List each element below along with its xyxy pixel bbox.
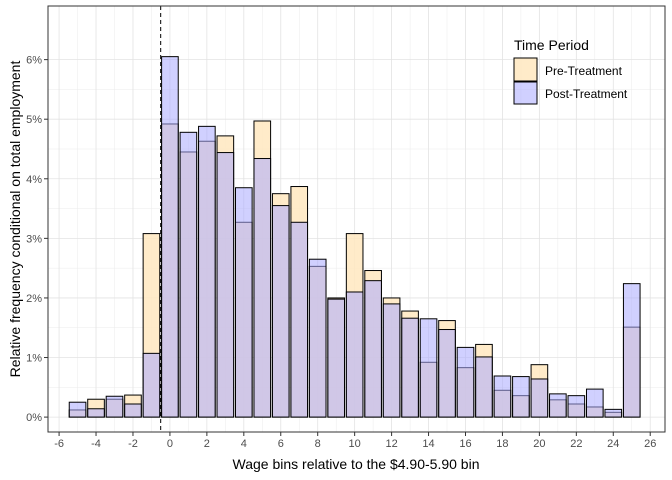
x-tick-label: -6	[54, 438, 64, 450]
x-tick-label: 8	[315, 438, 321, 450]
x-tick-label: 12	[385, 438, 397, 450]
bar-post-treatment	[604, 408, 623, 418]
legend-swatch-pre-treatment	[513, 57, 538, 82]
bar-post-treatment	[456, 346, 475, 418]
bar-post-treatment	[549, 393, 567, 418]
x-tick-label: 18	[496, 438, 508, 450]
bar-post-treatment	[235, 187, 253, 418]
legend-label-post-treatment: Post-Treatment	[545, 87, 628, 101]
x-tick-label: 0	[167, 438, 173, 450]
bar-post-treatment	[87, 408, 105, 418]
bar-post-treatment	[419, 318, 438, 418]
x-tick-label: 10	[349, 438, 361, 450]
x-axis-title: Wage bins relative to the $4.90-5.90 bin	[233, 456, 480, 472]
x-tick-label: -4	[91, 438, 101, 450]
bar-post-treatment	[475, 356, 493, 418]
x-tick-label: 24	[607, 438, 619, 450]
bar-post-treatment	[290, 221, 309, 418]
x-tick-label: 2	[204, 438, 210, 450]
x-tick-label: 14	[422, 438, 434, 450]
bar-post-treatment	[105, 395, 124, 418]
y-tick-label: 3%	[26, 233, 42, 245]
bar-post-treatment	[493, 375, 512, 418]
y-tick-label: 6%	[26, 55, 42, 67]
bar-post-treatment	[401, 317, 419, 418]
bar-post-treatment	[512, 376, 530, 418]
bar-post-treatment	[161, 56, 179, 418]
post-treatment-bars	[68, 56, 641, 418]
bar-post-treatment	[530, 378, 549, 418]
panel-border	[47, 5, 666, 433]
bar-post-treatment	[567, 395, 586, 418]
y-tick-label: 0%	[26, 412, 42, 424]
bar-post-treatment	[622, 283, 641, 418]
legend-title: Time Period	[514, 37, 589, 53]
y-axis-title: Relative frequency conditional on total …	[7, 61, 23, 378]
x-axis-ticks: -6 -4 -2 0 2 4 6 8 10 12 14 16 18 20 22 24 26	[54, 432, 656, 450]
x-tick-label: 22	[570, 438, 582, 450]
bar-post-treatment	[198, 125, 216, 418]
x-tick-label: -2	[128, 438, 138, 450]
legend-label-pre-treatment: Pre-Treatment	[545, 64, 623, 78]
bar-post-treatment	[142, 352, 161, 418]
y-tick-label: 2%	[26, 293, 42, 305]
y-tick-label: 4%	[26, 174, 42, 186]
bar-post-treatment	[308, 258, 327, 418]
bar-post-treatment	[345, 291, 364, 418]
x-tick-label: 16	[459, 438, 471, 450]
bar-post-treatment	[364, 280, 382, 418]
bar-post-treatment	[216, 152, 235, 418]
x-tick-label: 26	[644, 438, 656, 450]
bar-post-treatment	[179, 131, 198, 418]
x-tick-label: 4	[241, 438, 247, 450]
bar-post-treatment	[585, 388, 604, 418]
bar-post-treatment	[382, 303, 401, 418]
legend-swatch-post-treatment	[513, 81, 538, 105]
bar-post-treatment	[124, 403, 142, 418]
bar-post-treatment	[271, 205, 290, 418]
legend: Time Period Pre-Treatment Post-Treatment	[513, 37, 628, 105]
bar-post-treatment	[438, 329, 456, 418]
x-tick-label: 20	[533, 438, 545, 450]
y-tick-label: 5%	[26, 114, 42, 126]
bar-post-treatment	[68, 401, 87, 418]
x-tick-label: 6	[278, 438, 284, 450]
y-axis-ticks: 0% 1% 2% 3% 4% 5% 6%	[26, 55, 48, 424]
bar-post-treatment	[253, 158, 272, 418]
y-tick-label: 1%	[26, 353, 42, 365]
bar-post-treatment	[327, 298, 345, 418]
